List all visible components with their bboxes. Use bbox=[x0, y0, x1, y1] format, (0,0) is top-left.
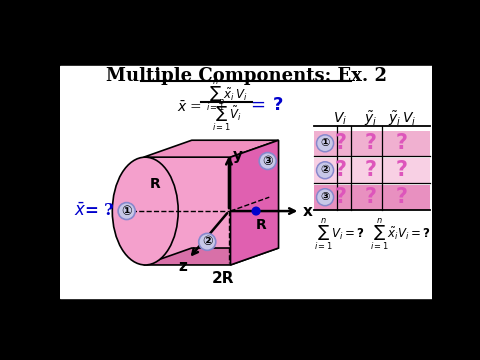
Text: $V_i$: $V_i$ bbox=[334, 111, 348, 127]
Text: ?: ? bbox=[335, 187, 347, 207]
Text: ?: ? bbox=[396, 160, 408, 180]
Text: ?: ? bbox=[396, 133, 408, 153]
Bar bbox=[60, 66, 432, 298]
Circle shape bbox=[199, 233, 216, 250]
Text: 2R: 2R bbox=[212, 271, 234, 286]
Text: ①: ① bbox=[121, 204, 132, 217]
Bar bbox=[314, 185, 431, 210]
Text: $\tilde{y}_i\,V_i$: $\tilde{y}_i\,V_i$ bbox=[388, 109, 416, 128]
Text: $\sum_{i=1}^{n} \tilde{V}_i$: $\sum_{i=1}^{n} \tilde{V}_i$ bbox=[212, 97, 241, 132]
Text: ②: ② bbox=[320, 165, 330, 175]
Text: ?: ? bbox=[335, 133, 347, 153]
Circle shape bbox=[316, 135, 334, 152]
Text: x: x bbox=[302, 203, 312, 219]
Text: z: z bbox=[178, 259, 187, 274]
Text: ①: ① bbox=[320, 138, 330, 148]
Text: Multiple Components: Ex. 2: Multiple Components: Ex. 2 bbox=[106, 67, 386, 85]
Text: y: y bbox=[233, 148, 243, 163]
Text: $\sum_{i=1}^{n} \tilde{x}_i\,V_i$: $\sum_{i=1}^{n} \tilde{x}_i\,V_i$ bbox=[206, 77, 247, 113]
Polygon shape bbox=[144, 248, 278, 265]
Circle shape bbox=[118, 203, 135, 220]
Text: ?: ? bbox=[365, 160, 377, 180]
Text: $\sum_{i=1}^{n} V_i = \mathbf{?}$: $\sum_{i=1}^{n} V_i = \mathbf{?}$ bbox=[314, 216, 365, 252]
Text: ③: ③ bbox=[263, 154, 273, 167]
Text: ②: ② bbox=[202, 235, 213, 248]
Text: ③: ③ bbox=[320, 192, 330, 202]
Text: $\tilde{y}_i$: $\tilde{y}_i$ bbox=[364, 109, 377, 128]
Circle shape bbox=[316, 162, 334, 179]
Text: ?: ? bbox=[365, 187, 377, 207]
Polygon shape bbox=[230, 140, 278, 265]
Bar bbox=[314, 158, 431, 183]
Bar bbox=[314, 131, 431, 156]
Text: ?: ? bbox=[365, 133, 377, 153]
Text: ?: ? bbox=[396, 187, 408, 207]
Polygon shape bbox=[145, 157, 230, 265]
Text: R: R bbox=[256, 218, 267, 232]
Ellipse shape bbox=[112, 157, 178, 265]
Circle shape bbox=[259, 153, 276, 170]
Text: $\bar{x}$= ?: $\bar{x}$= ? bbox=[74, 202, 115, 220]
Text: $\bar{x}$ =: $\bar{x}$ = bbox=[177, 100, 202, 114]
Polygon shape bbox=[144, 140, 278, 157]
Text: $=\,\mathbf{?}$: $=\,\mathbf{?}$ bbox=[247, 96, 284, 114]
Text: ?: ? bbox=[335, 160, 347, 180]
Text: $\sum_{i=1}^{n} \tilde{x}_i V_i = \mathbf{?}$: $\sum_{i=1}^{n} \tilde{x}_i V_i = \mathb… bbox=[370, 216, 431, 252]
Circle shape bbox=[252, 207, 260, 215]
Circle shape bbox=[316, 189, 334, 206]
Text: R: R bbox=[150, 177, 161, 191]
